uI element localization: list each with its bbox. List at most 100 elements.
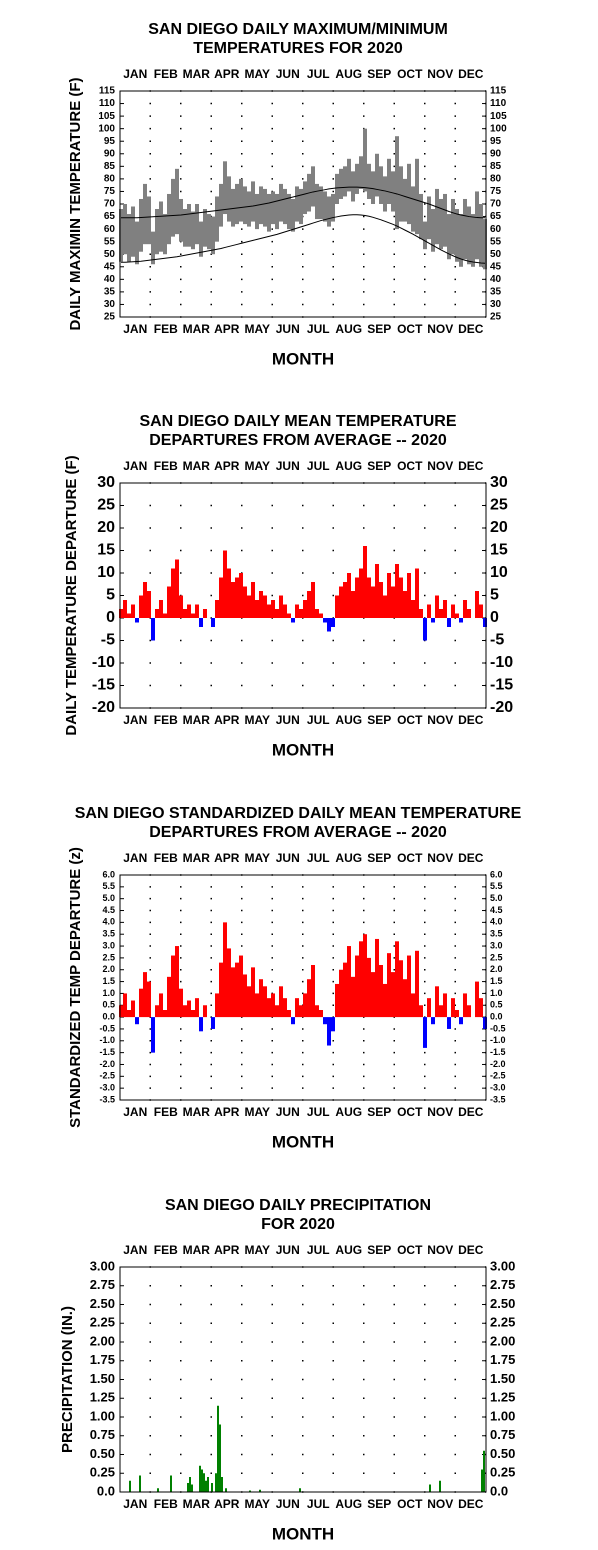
bar — [183, 609, 187, 618]
y-tick-label: 75 — [104, 186, 116, 197]
bar — [247, 595, 251, 618]
temperature-range-bar — [411, 186, 415, 232]
bar — [251, 582, 255, 618]
temperature-range-bar — [267, 193, 271, 232]
y-tick-label: 5.5 — [102, 881, 115, 891]
bar — [151, 618, 155, 641]
month-label: OCT — [397, 851, 423, 865]
bar — [411, 993, 415, 1018]
temperature-range-bar — [175, 168, 179, 235]
bar — [239, 573, 243, 618]
month-label: AUG — [335, 1497, 362, 1511]
bar — [239, 955, 243, 1018]
month-label: JUN — [276, 713, 300, 727]
y-tick-label: 1.0 — [490, 988, 503, 998]
bar — [211, 1017, 215, 1029]
temperature-range-bar — [295, 186, 299, 222]
bar — [455, 613, 459, 618]
bar — [187, 1000, 191, 1018]
month-label: NOV — [427, 1497, 453, 1511]
temperature-range-bar — [187, 204, 191, 247]
month-label: DEC — [458, 1105, 484, 1119]
y-tick-label: 75 — [490, 186, 502, 197]
temperature-range-bar — [243, 186, 247, 225]
bar — [203, 1473, 205, 1492]
temperature-range-bar — [223, 161, 227, 215]
y-tick-label: 5.0 — [102, 893, 115, 903]
bar — [255, 600, 259, 618]
month-label: SEP — [367, 322, 391, 336]
month-label: NOV — [427, 322, 453, 336]
bar — [419, 1005, 423, 1018]
month-label: FEB — [154, 713, 178, 727]
bar — [249, 1490, 251, 1492]
y-tick-label: 5 — [106, 587, 115, 604]
y-tick-label: 1.75 — [490, 1352, 515, 1367]
y-tick-label: 2.5 — [490, 952, 503, 962]
bar — [287, 1010, 291, 1018]
bar — [439, 1005, 443, 1018]
bar — [163, 1010, 167, 1018]
bar — [479, 998, 483, 1018]
temperature-range-bar — [379, 166, 383, 204]
temperature-range-bar — [211, 216, 215, 255]
bar — [339, 969, 343, 1018]
y-tick-label: 20 — [490, 519, 508, 536]
bar — [139, 595, 143, 618]
y-tick-label: 2.50 — [90, 1296, 115, 1311]
bar — [403, 591, 407, 618]
y-tick-label: 1.00 — [490, 1408, 515, 1423]
temperature-range-bar — [315, 183, 319, 220]
bar — [255, 993, 259, 1018]
temperature-range-bar — [363, 128, 367, 192]
bar — [191, 1484, 193, 1492]
bar — [291, 618, 295, 623]
bar — [201, 1469, 203, 1492]
bar — [479, 604, 483, 618]
month-label: MAY — [244, 713, 270, 727]
month-label: FEB — [154, 1105, 178, 1119]
bar — [419, 609, 423, 618]
month-label: NOV — [427, 67, 453, 81]
temperature-range-bar — [419, 193, 423, 240]
bar — [143, 972, 147, 1018]
bar — [379, 965, 383, 1018]
bar — [171, 955, 175, 1018]
y-tick-label: 35 — [490, 287, 502, 298]
bar — [387, 953, 391, 1018]
bar — [139, 988, 143, 1018]
y-tick-label: 1.5 — [102, 976, 115, 986]
bar — [225, 1488, 227, 1492]
y-tick-label: 4.0 — [102, 917, 115, 927]
y-axis-label: DAILY MAXIMIN TEMPERATURE (F) — [67, 77, 84, 330]
normal-line — [121, 214, 486, 264]
temperature-range-bar — [143, 183, 147, 245]
bar — [127, 1010, 131, 1018]
bar — [189, 1477, 191, 1492]
y-tick-label: 2.75 — [90, 1277, 115, 1292]
temperature-range-bar — [451, 198, 455, 255]
bar — [151, 1017, 155, 1053]
month-label: APR — [214, 1105, 240, 1119]
temperature-range-bar — [215, 196, 219, 242]
bar — [375, 938, 379, 1018]
bar — [227, 948, 231, 1018]
temperature-range-bar — [431, 209, 435, 252]
bar — [263, 986, 267, 1018]
y-tick-label: 95 — [104, 136, 116, 147]
bar — [179, 988, 183, 1018]
bar — [217, 1405, 219, 1492]
temperature-range-bar — [339, 168, 343, 199]
bar — [467, 609, 471, 618]
month-label: SEP — [367, 851, 391, 865]
month-label: SEP — [367, 67, 391, 81]
y-tick-label: 4.5 — [490, 905, 503, 915]
month-label: JAN — [123, 851, 147, 865]
x-axis-label: MONTH — [272, 740, 334, 759]
bar — [223, 922, 227, 1018]
y-tick-label: 25 — [97, 497, 115, 514]
plot-frame — [119, 874, 487, 1101]
temperature-range-bar — [311, 166, 315, 207]
bar — [387, 573, 391, 618]
